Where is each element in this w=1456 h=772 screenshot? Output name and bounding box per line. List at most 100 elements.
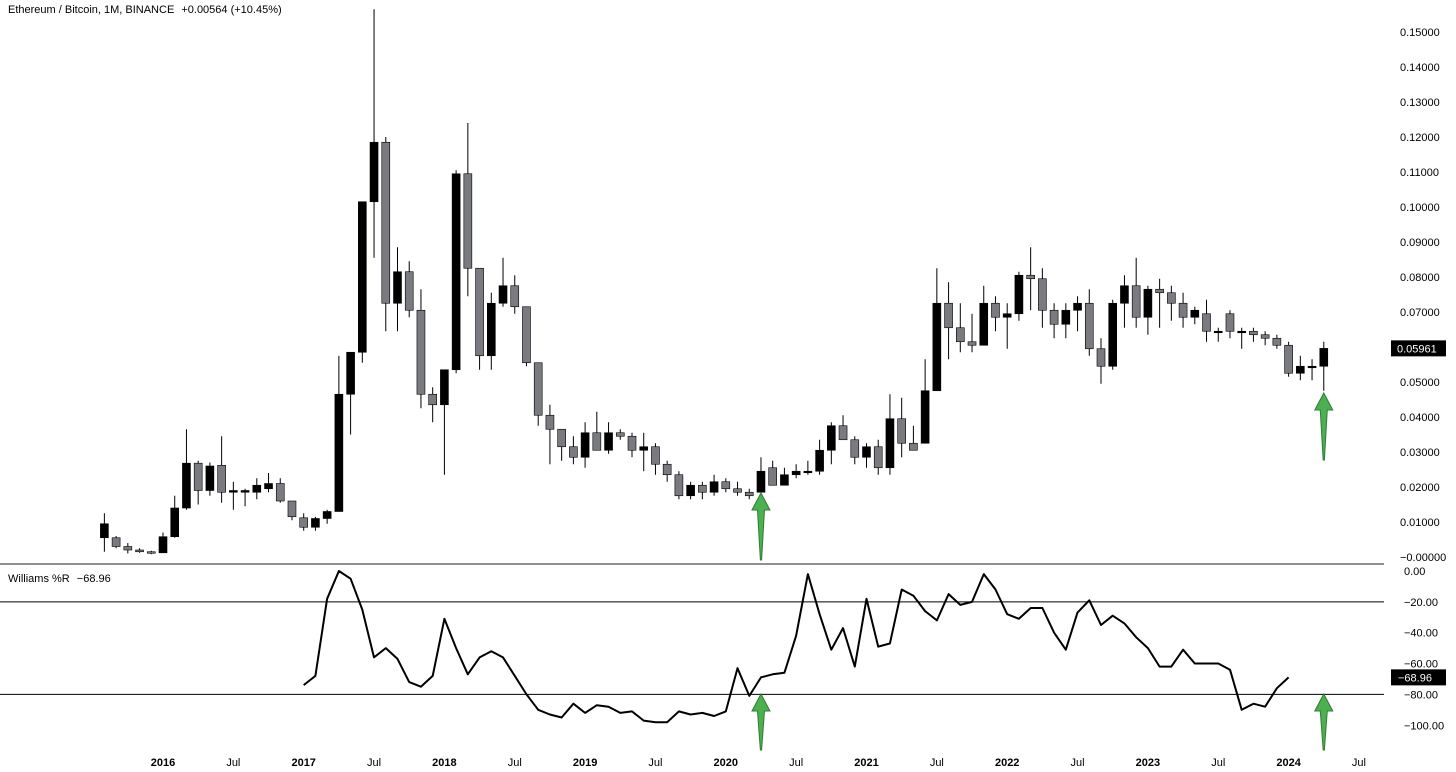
candle-body xyxy=(838,425,848,441)
price-tick-label: −0.00000 xyxy=(1400,552,1446,564)
time-tick-label: Jul xyxy=(1352,757,1366,769)
candle xyxy=(1120,275,1129,328)
price-tick-label: 0.12000 xyxy=(1400,132,1440,144)
candle xyxy=(322,509,332,524)
candle-body xyxy=(862,446,871,458)
candle-body xyxy=(170,507,180,538)
candle xyxy=(580,422,590,468)
candle xyxy=(311,516,320,531)
candle xyxy=(651,443,660,475)
candle xyxy=(944,282,953,360)
candle xyxy=(873,439,883,475)
candle-body xyxy=(334,393,344,512)
candle xyxy=(182,429,191,510)
candle xyxy=(909,425,918,451)
candle xyxy=(486,292,496,370)
candle-body xyxy=(897,418,906,444)
candle-body xyxy=(1143,288,1153,318)
candle xyxy=(334,355,344,512)
candle-body xyxy=(510,285,520,308)
time-tick-label: Jul xyxy=(930,757,944,769)
symbol-header[interactable]: Ethereum / Bitcoin, 1M, BINANCE +0.00564… xyxy=(8,4,286,16)
time-tick-label: Jul xyxy=(226,757,240,769)
price-tick-label: 0.02000 xyxy=(1400,482,1440,494)
candle xyxy=(1225,310,1235,339)
candle-body xyxy=(1096,348,1106,367)
price-axis[interactable]: 0.15000 0.14000 0.13000 0.12000 0.11000 0.100… xyxy=(1391,27,1446,564)
candle-body xyxy=(768,467,778,486)
candle-body xyxy=(651,446,660,465)
candle-body xyxy=(369,141,379,203)
price-pane[interactable] xyxy=(0,9,1384,565)
candle xyxy=(440,369,449,475)
williams-r-pane[interactable] xyxy=(0,570,1384,724)
price-tick-label: 0.15000 xyxy=(1400,27,1440,39)
candle xyxy=(522,306,531,367)
candle-body xyxy=(756,470,766,493)
candle-body xyxy=(979,302,989,346)
candle-body xyxy=(322,511,332,519)
candle xyxy=(428,387,437,423)
candle-body xyxy=(440,369,449,406)
price-tick-label: 0.14000 xyxy=(1400,62,1440,74)
indicator-axis[interactable]: 0.00 −20.00 −40.00 −60.00 −80.00 −100.00 −68.9… xyxy=(1391,566,1446,732)
candle-body xyxy=(1002,313,1012,318)
indicator-header[interactable]: Williams %R −68.96 xyxy=(8,573,115,585)
symbol-title: Ethereum / Bitcoin, 1M, BINANCE xyxy=(8,4,175,16)
candle-body xyxy=(1026,274,1035,280)
candle xyxy=(604,422,613,454)
candle-body xyxy=(182,462,191,509)
candle-body xyxy=(100,523,109,539)
candle xyxy=(463,123,473,297)
candle-body xyxy=(1131,285,1141,318)
candle-body xyxy=(909,442,918,451)
candle xyxy=(733,481,742,496)
williams-r-line xyxy=(303,570,1290,724)
candle xyxy=(674,471,684,500)
candle-body xyxy=(205,465,215,491)
candle xyxy=(1084,289,1094,356)
time-axis[interactable]: 2016 Jul 2017 Jul 2018 Jul 2019 Jul 2020 Jul 2021 J… xyxy=(151,757,1366,769)
candle-body xyxy=(827,425,836,451)
price-tick-label: 0.05000 xyxy=(1400,377,1440,389)
last-price-box xyxy=(1391,340,1446,357)
time-tick-label: 2020 xyxy=(714,757,738,769)
candle-body xyxy=(475,267,484,357)
candle-body xyxy=(486,302,496,357)
candle-body xyxy=(955,327,965,343)
candle xyxy=(533,362,543,426)
candle xyxy=(135,548,144,553)
candle xyxy=(217,436,226,503)
candle xyxy=(627,432,637,458)
candle-body xyxy=(123,546,133,551)
candle-body xyxy=(522,306,531,364)
candle-body xyxy=(146,551,156,554)
candle-body xyxy=(639,446,649,451)
candle-body xyxy=(733,488,742,493)
candle xyxy=(252,478,262,500)
candle xyxy=(1237,327,1246,349)
candle xyxy=(240,488,250,507)
candle xyxy=(381,137,391,332)
candle-body xyxy=(1272,337,1282,346)
candle xyxy=(393,247,402,332)
candle-body xyxy=(358,201,367,353)
indicator-tick-label: 0.00 xyxy=(1404,566,1425,578)
price-tick-label: 0.01000 xyxy=(1400,517,1440,529)
candle xyxy=(416,289,426,409)
candle xyxy=(1143,285,1153,335)
candle-body xyxy=(1284,344,1293,374)
time-tick-label: 2022 xyxy=(995,757,1019,769)
candle xyxy=(1296,355,1305,381)
candle xyxy=(850,436,860,465)
time-tick-label: 2023 xyxy=(1136,757,1160,769)
candle xyxy=(369,9,379,258)
price-tick-label: 0.07000 xyxy=(1400,307,1440,319)
candle xyxy=(1061,303,1071,339)
candle-body xyxy=(1249,330,1258,336)
candle xyxy=(346,351,355,435)
candle xyxy=(791,464,801,479)
candle-body xyxy=(404,271,414,311)
time-tick-label: 2024 xyxy=(1276,757,1301,769)
